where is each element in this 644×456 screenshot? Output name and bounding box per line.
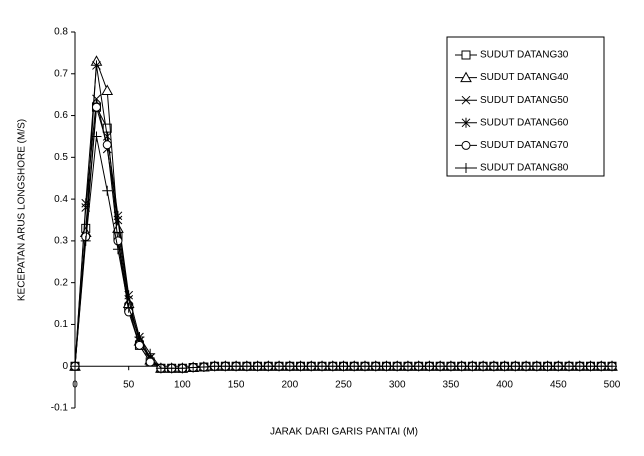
legend-label: SUDUT DATANG80: [480, 163, 569, 174]
legend-marker: [461, 95, 471, 105]
data-point: [91, 131, 102, 142]
data-point: [80, 235, 91, 246]
x-tick-label: 300: [389, 380, 406, 391]
y-tick-label: 0.7: [54, 68, 68, 79]
x-tick-label: 50: [123, 380, 135, 391]
data-point: [101, 84, 114, 95]
y-tick-label: -0.1: [51, 403, 69, 414]
data-point: [113, 236, 123, 246]
data-point: [123, 302, 134, 313]
legend-box: [446, 36, 605, 177]
data-point: [102, 185, 113, 196]
data-point: [381, 361, 392, 372]
data-point: [338, 361, 349, 372]
y-tick-label: 0.4: [54, 194, 68, 205]
legend-label: SUDUT DATANG70: [480, 140, 569, 151]
data-point: [155, 363, 166, 374]
data-point: [392, 361, 403, 372]
x-tick-label: 450: [550, 380, 567, 391]
y-tick-label: 0.1: [54, 319, 68, 330]
x-tick-label: 200: [281, 380, 298, 391]
data-point: [585, 361, 596, 372]
data-point: [424, 361, 435, 372]
legend-marker: [461, 50, 471, 60]
data-point: [445, 361, 456, 372]
x-tick-label: 150: [228, 380, 245, 391]
data-point: [467, 361, 478, 372]
data-point: [435, 361, 446, 372]
data-point: [521, 361, 532, 372]
data-point: [134, 340, 144, 350]
x-tick-label: 400: [496, 380, 513, 391]
data-point: [198, 362, 209, 373]
data-point: [112, 222, 124, 233]
data-point: [241, 361, 252, 372]
data-point: [510, 361, 521, 372]
data-point: [92, 60, 101, 71]
x-tick-label: 500: [604, 380, 621, 391]
data-point: [166, 363, 177, 374]
data-point: [145, 348, 156, 359]
data-point: [488, 361, 499, 372]
legend-marker: [460, 71, 472, 83]
x-axis-label: JARAK DARI GARIS PANTAI (M): [270, 427, 418, 438]
data-point: [553, 361, 564, 372]
data-point: [413, 361, 424, 372]
data-point: [306, 361, 317, 372]
data-point: [456, 361, 467, 372]
y-axis-label: KECEPATAN ARUS LONGSHORE (M/S): [17, 119, 28, 301]
legend-label: SUDUT DATANG40: [480, 72, 569, 83]
legend-marker: [461, 140, 471, 150]
data-point: [263, 361, 274, 372]
data-point: [317, 361, 328, 372]
data-point: [596, 361, 607, 372]
legend-label: SUDUT DATANG50: [480, 95, 569, 106]
data-point: [112, 244, 123, 255]
data-point: [402, 361, 413, 372]
data-point: [370, 361, 381, 372]
data-point: [542, 361, 553, 372]
data-point: [177, 363, 188, 374]
x-tick-label: 100: [174, 380, 191, 391]
y-tick-label: 0.6: [54, 110, 68, 121]
data-point: [284, 361, 295, 372]
data-point: [499, 361, 510, 372]
legend-marker: [461, 163, 471, 173]
data-point: [252, 361, 263, 372]
data-point: [274, 361, 285, 372]
data-point: [91, 102, 101, 112]
y-tick-label: 0.8: [54, 27, 68, 38]
data-point: [231, 361, 242, 372]
data-point: [574, 361, 585, 372]
x-tick-label: 0: [72, 380, 78, 391]
data-point: [188, 362, 199, 373]
data-point: [607, 361, 617, 372]
x-tick-label: 250: [335, 380, 352, 391]
data-point: [349, 361, 360, 372]
data-point: [134, 331, 145, 342]
data-point: [295, 361, 306, 372]
data-point: [564, 361, 575, 372]
x-tick-label: 350: [443, 380, 460, 391]
y-tick-label: 0.3: [54, 236, 68, 247]
legend-label: SUDUT DATANG30: [480, 50, 569, 61]
data-point: [70, 361, 80, 372]
data-point: [220, 361, 231, 372]
y-tick-label: 0: [62, 361, 68, 372]
legend-label: SUDUT DATANG60: [480, 117, 569, 128]
data-point: [327, 361, 338, 372]
data-point: [531, 361, 542, 372]
legend-marker: [461, 117, 471, 128]
data-point: [102, 140, 112, 150]
data-point: [478, 361, 489, 372]
y-tick-label: 0.2: [54, 277, 68, 288]
y-tick-label: 0.5: [54, 152, 68, 163]
data-point: [359, 361, 370, 372]
data-point: [145, 357, 155, 367]
data-point: [209, 361, 220, 372]
